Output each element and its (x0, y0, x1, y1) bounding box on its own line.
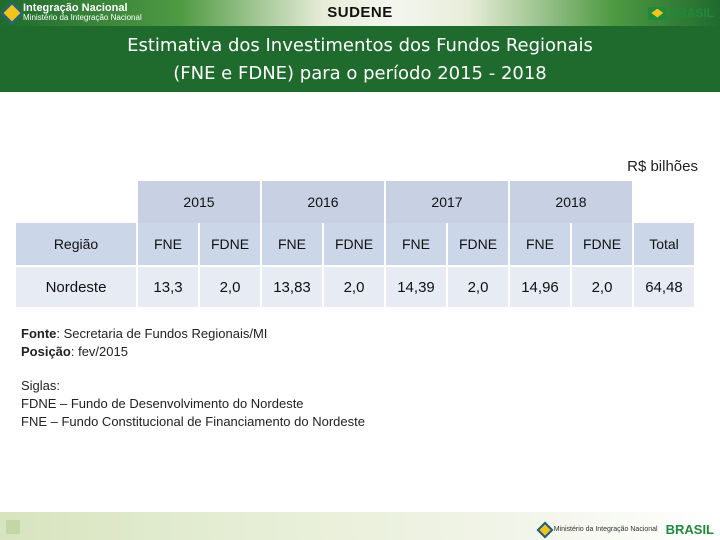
column-header-fne-2015: FNE (136, 223, 198, 265)
fonte-note: Fonte: Secretaria de Fundos Regionais/MI (21, 325, 365, 343)
column-header-regiao: Região (14, 223, 136, 265)
notes-section: Fonte: Secretaria de Fundos Regionais/MI… (21, 325, 365, 431)
column-header-fne-2018: FNE (508, 223, 570, 265)
column-header-fne-2017: FNE (384, 223, 446, 265)
sigla-fdne: FDNE – Fundo de Desenvolvimento do Norde… (21, 396, 304, 411)
footer-ministry-logo: Ministério da Integração Nacional (536, 521, 658, 538)
footer-ministry-text: Ministério da Integração Nacional (553, 525, 658, 533)
cell-fne-2017: 14,39 (384, 265, 446, 307)
year-header-row: 2015 2016 2017 2018 (14, 181, 694, 223)
cell-fdne-2018: 2,0 (570, 265, 632, 307)
cell-total: 64,48 (632, 265, 694, 307)
fonte-label: Fonte (21, 326, 57, 341)
cell-fne-2016: 13,83 (260, 265, 322, 307)
brazil-flag-icon (648, 6, 667, 20)
siglas-note: Siglas: (21, 377, 365, 395)
banner-title-line-2: (FNE e FDNE) para o período 2015 - 2018 (173, 63, 547, 84)
brasil-logo: BRASIL (648, 2, 714, 24)
ministry-logo-title: Integração Nacional (23, 2, 128, 14)
column-header-fdne-2016: FDNE (322, 223, 384, 265)
footer-brasil-logo: BRASIL (665, 522, 714, 537)
investment-table: 2015 2016 2017 2018 Região FNE FDNE FNE … (14, 181, 694, 307)
ministry-logo: Integração Nacional Ministério da Integr… (0, 1, 142, 25)
year-header-2017: 2017 (384, 181, 508, 223)
footer-logos: Ministério da Integração Nacional BRASIL (536, 521, 714, 538)
column-header-fdne-2015: FDNE (198, 223, 260, 265)
cell-regiao: Nordeste (14, 265, 136, 307)
cell-fne-2018: 14,96 (508, 265, 570, 307)
column-header-fne-2016: FNE (260, 223, 322, 265)
column-header-row: Região FNE FDNE FNE FDNE FNE FDNE FNE FD… (14, 223, 694, 265)
column-header-total: Total (632, 223, 694, 265)
footer-decoration-icon (6, 520, 20, 534)
top-header-bar: Integração Nacional Ministério da Integr… (0, 0, 720, 26)
posicao-value: : fev/2015 (70, 344, 128, 359)
column-header-fdne-2018: FDNE (570, 223, 632, 265)
brasil-logo-text: BRASIL (669, 6, 714, 20)
footer-ministry-icon (536, 521, 554, 538)
header-title: SUDENE (327, 4, 393, 21)
banner-title-line-1: Estimativa dos Investimentos dos Fundos … (127, 35, 593, 56)
cell-fdne-2015: 2,0 (198, 265, 260, 307)
posicao-label: Posição (21, 344, 71, 359)
cell-fdne-2017: 2,0 (446, 265, 508, 307)
year-header-blank (14, 181, 136, 223)
table-row: Nordeste 13,3 2,0 13,83 2,0 14,39 2,0 14… (14, 265, 694, 307)
cell-fdne-2016: 2,0 (322, 265, 384, 307)
unit-label: R$ bilhões (627, 158, 698, 175)
siglas-label: Siglas (21, 378, 57, 393)
column-header-fdne-2017: FDNE (446, 223, 508, 265)
sigla-fne: FNE – Fundo Constitucional de Financiame… (21, 414, 365, 429)
posicao-note: Posição: fev/2015 (21, 343, 365, 361)
siglas-colon: : (56, 378, 61, 393)
year-header-2015: 2015 (136, 181, 260, 223)
year-header-2016: 2016 (260, 181, 384, 223)
title-banner: Estimativa dos Investimentos dos Fundos … (0, 26, 720, 92)
cell-fne-2015: 13,3 (136, 265, 198, 307)
fonte-value: : Secretaria de Fundos Regionais/MI (56, 326, 268, 341)
year-header-2018: 2018 (508, 181, 632, 223)
footer-bar: Ministério da Integração Nacional BRASIL (0, 512, 720, 540)
year-header-blank-total (632, 181, 694, 223)
ministry-logo-subtitle: Ministério da Integração Nacional (23, 13, 142, 22)
